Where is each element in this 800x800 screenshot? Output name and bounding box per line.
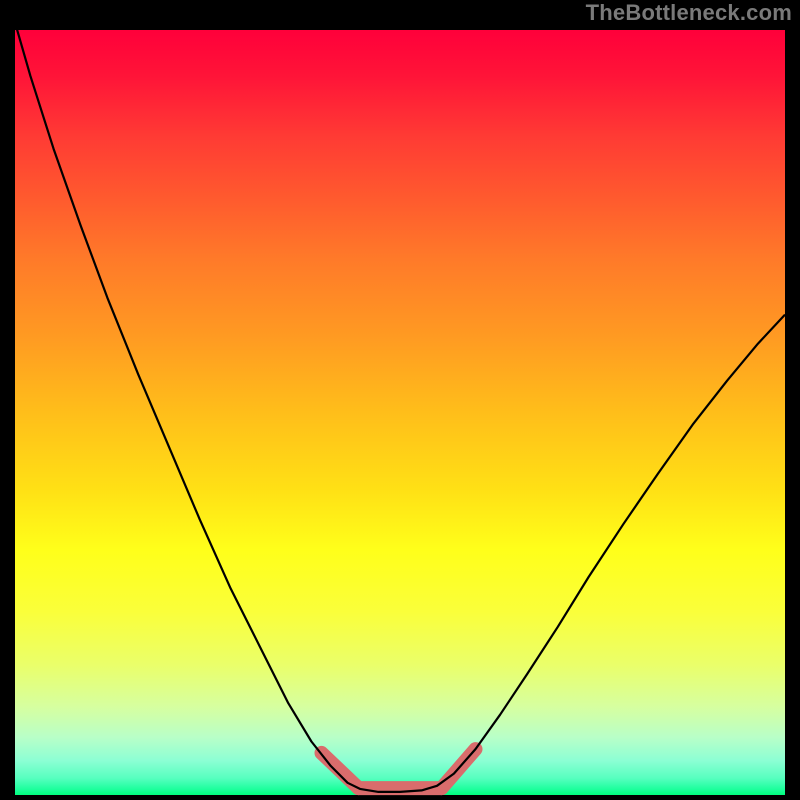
chart-background (15, 30, 785, 795)
bottleneck-curve-chart (0, 0, 800, 800)
chart-stage: TheBottleneck.com (0, 0, 800, 800)
